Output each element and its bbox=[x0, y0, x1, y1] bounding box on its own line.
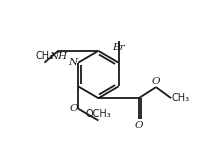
Text: OCH₃: OCH₃ bbox=[85, 109, 111, 119]
Text: O: O bbox=[134, 121, 143, 130]
Text: CH₃: CH₃ bbox=[35, 51, 53, 61]
Text: O: O bbox=[69, 104, 78, 113]
Text: CH₃: CH₃ bbox=[172, 93, 190, 103]
Text: O: O bbox=[152, 77, 161, 86]
Text: NH: NH bbox=[49, 52, 67, 60]
Text: N: N bbox=[68, 58, 77, 67]
Text: Br: Br bbox=[112, 43, 125, 53]
